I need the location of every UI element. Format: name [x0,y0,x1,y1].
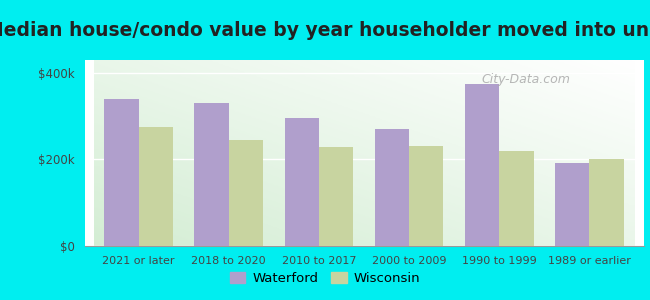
Bar [319,146,353,246]
Bar [555,163,590,246]
Bar [229,140,263,246]
Text: City-Data.com: City-Data.com [482,73,570,86]
Legend: Waterford, Wisconsin: Waterford, Wisconsin [224,267,426,290]
Bar [465,84,499,246]
Bar [409,146,443,246]
Bar [285,118,319,246]
Bar [138,127,173,246]
Bar [375,129,409,246]
Bar [499,151,534,246]
Text: Median house/condo value by year householder moved into unit: Median house/condo value by year househo… [0,21,650,40]
Bar [194,103,229,246]
Bar [590,160,623,246]
Bar [105,99,138,246]
